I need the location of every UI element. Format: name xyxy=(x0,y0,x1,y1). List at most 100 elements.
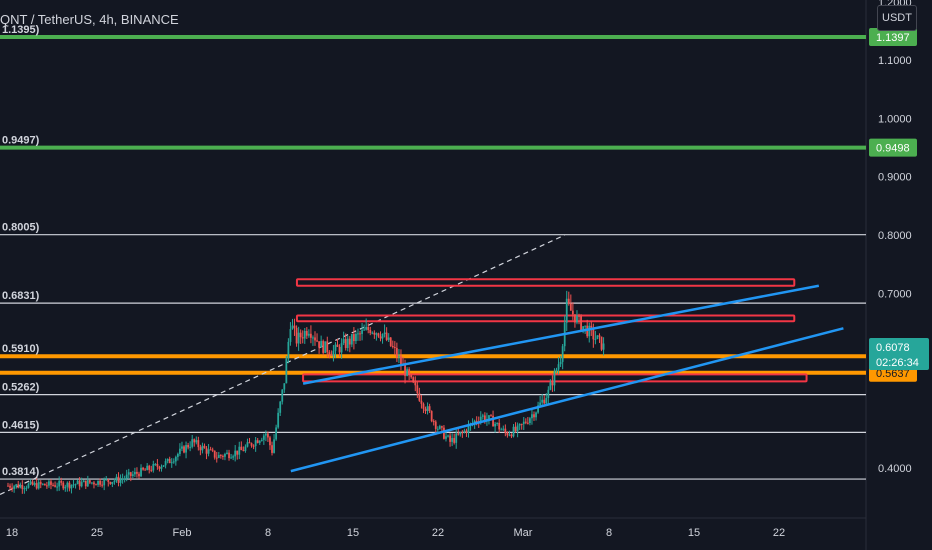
candle-body-217 xyxy=(451,438,454,442)
time-tick-2: Feb xyxy=(173,527,192,539)
level-axis-tag-1 xyxy=(869,138,917,157)
candle-body-140 xyxy=(293,325,296,328)
candle-body-215 xyxy=(447,435,449,437)
candle-body-59 xyxy=(127,472,130,475)
candle-body-252 xyxy=(522,421,525,425)
candle-body-114 xyxy=(240,446,243,451)
candle-body-106 xyxy=(224,453,226,457)
candle-body-80 xyxy=(170,462,173,464)
candle-body-38 xyxy=(84,480,87,487)
candle-body-23 xyxy=(54,485,56,487)
candle-body-188 xyxy=(391,345,394,347)
candle-body-85 xyxy=(181,446,183,449)
candle-body-6 xyxy=(19,484,22,488)
candle-body-205 xyxy=(426,406,429,412)
candle-body-147 xyxy=(307,333,310,336)
candle-body-207 xyxy=(430,411,433,422)
candle-body-35 xyxy=(78,480,81,487)
candle-body-187 xyxy=(389,337,392,346)
candle-body-177 xyxy=(369,329,372,333)
candle-body-32 xyxy=(72,484,75,486)
candle-body-243 xyxy=(504,428,507,433)
candle-body-153 xyxy=(320,341,323,348)
candle-body-93 xyxy=(197,440,200,448)
candle-body-222 xyxy=(461,432,464,434)
candle-body-184 xyxy=(383,332,386,334)
candle-body-113 xyxy=(238,446,241,455)
candle-body-155 xyxy=(324,341,327,353)
candle-body-279 xyxy=(578,315,580,317)
candle-body-265 xyxy=(549,382,552,390)
candle-body-26 xyxy=(60,481,63,483)
level-label-8: 0.3814) xyxy=(2,466,40,478)
candle-body-74 xyxy=(158,466,161,469)
candle-body-44 xyxy=(97,480,99,485)
candle-body-137 xyxy=(287,341,290,359)
candle-body-5 xyxy=(17,484,20,488)
candle-body-284 xyxy=(588,325,591,337)
candle-body-34 xyxy=(76,480,79,485)
candle-body-253 xyxy=(524,421,527,423)
candle-body-244 xyxy=(506,432,509,436)
candle-body-8 xyxy=(23,488,26,490)
candle-body-56 xyxy=(121,478,124,480)
candle-body-214 xyxy=(445,436,447,439)
price-tick-1: 1.1000 xyxy=(878,55,912,67)
candle-body-291 xyxy=(602,343,605,350)
candle-body-209 xyxy=(434,421,437,429)
candle-body-88 xyxy=(187,445,190,448)
candle-body-144 xyxy=(301,337,304,339)
candle-body-232 xyxy=(481,415,484,417)
candle-body-249 xyxy=(516,425,519,432)
candle-body-100 xyxy=(211,449,214,451)
candle-body-66 xyxy=(142,467,144,470)
candle-body-274 xyxy=(567,298,570,304)
candle-body-19 xyxy=(45,485,48,487)
candle-body-84 xyxy=(179,448,181,454)
candle-body-238 xyxy=(494,423,497,427)
candle-body-176 xyxy=(367,327,370,330)
countdown-timer: 02:26:34 xyxy=(876,357,919,369)
candle-body-40 xyxy=(88,480,91,483)
candle-body-97 xyxy=(205,448,208,454)
candle-body-91 xyxy=(193,439,196,443)
candle-body-142 xyxy=(297,332,300,344)
candle-body-262 xyxy=(543,399,546,404)
level-label-0: 1.1395) xyxy=(2,24,40,36)
candle-body-199 xyxy=(414,382,417,386)
candle-body-157 xyxy=(328,352,331,355)
candle-body-260 xyxy=(539,402,542,406)
candle-body-14 xyxy=(35,483,38,489)
candle-body-103 xyxy=(217,455,220,458)
candle-body-162 xyxy=(338,346,341,353)
level-label-7: 0.4615) xyxy=(2,419,40,431)
candle-body-104 xyxy=(219,455,222,457)
candle-body-204 xyxy=(424,408,427,412)
candle-body-13 xyxy=(33,483,36,485)
candle-body-154 xyxy=(322,341,325,353)
candle-body-81 xyxy=(172,461,175,463)
candle-body-125 xyxy=(262,435,265,440)
candle-body-161 xyxy=(336,344,339,347)
candle-body-250 xyxy=(518,423,521,426)
time-tick-4: 15 xyxy=(347,527,359,539)
candle-body-71 xyxy=(152,464,155,471)
candle-body-182 xyxy=(379,336,382,339)
candle-body-17 xyxy=(41,483,44,485)
currency-selector[interactable]: USDT xyxy=(877,5,917,31)
candle-body-117 xyxy=(246,442,249,447)
resistance-box-0 xyxy=(295,278,796,287)
candle-body-286 xyxy=(592,328,595,340)
candle-body-116 xyxy=(244,446,247,451)
candle-body-277 xyxy=(574,314,576,323)
candle-body-164 xyxy=(342,339,345,344)
candle-body-47 xyxy=(103,479,106,486)
candle-body-110 xyxy=(232,456,235,458)
candle-body-276 xyxy=(571,310,574,315)
candle-body-270 xyxy=(559,361,562,365)
candle-body-201 xyxy=(418,393,421,401)
candle-body-258 xyxy=(535,412,537,418)
candle-body-79 xyxy=(168,458,171,464)
